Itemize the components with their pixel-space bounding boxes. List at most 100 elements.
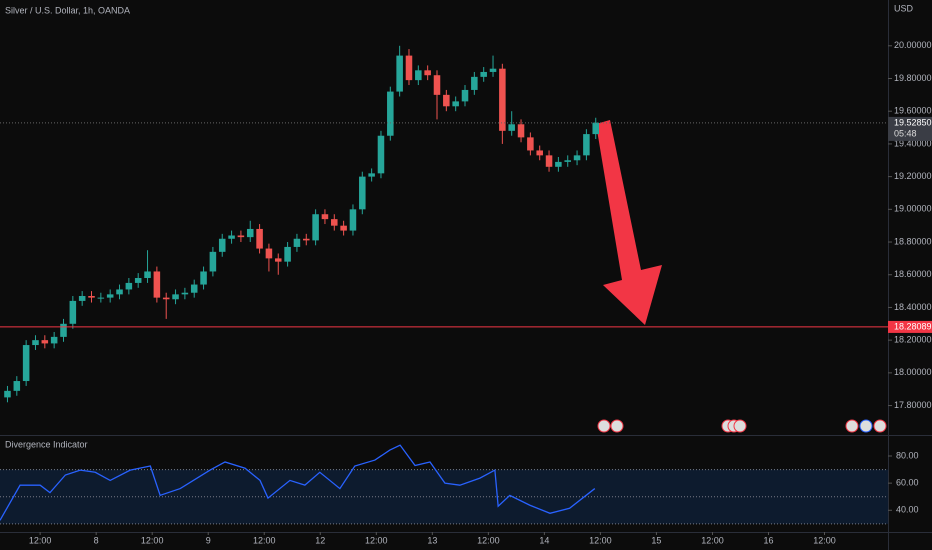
candle-body xyxy=(517,124,525,138)
y-tick-label: 20.00000 xyxy=(894,40,932,50)
candle-body xyxy=(396,55,403,92)
y-tick-label: 19.00000 xyxy=(894,204,932,214)
event-icons xyxy=(597,419,887,433)
x-tick-label: 13 xyxy=(427,535,437,545)
candle-body xyxy=(349,209,357,231)
candle-body xyxy=(116,289,123,295)
x-tick-label: 12:00 xyxy=(29,535,52,545)
candle-body xyxy=(22,345,30,382)
x-tick-label: 12:00 xyxy=(701,535,724,545)
x-tick-label: 12:00 xyxy=(141,535,164,545)
candle-body xyxy=(480,71,487,77)
x-tick-label: 12:00 xyxy=(365,535,388,545)
candle-body xyxy=(181,292,189,295)
y-tick-label: 19.60000 xyxy=(894,106,932,116)
y-tick-label: 60.00 xyxy=(896,478,919,488)
x-tick-label: 12:00 xyxy=(253,535,276,545)
countdown-label: 05:48 xyxy=(894,128,917,138)
candle-body xyxy=(134,278,142,283)
candle-body xyxy=(303,238,310,241)
candle-body xyxy=(13,381,21,391)
candle-body xyxy=(321,214,329,220)
candle-body xyxy=(508,124,515,131)
candle-body xyxy=(387,91,394,136)
y-tick-label: 18.20000 xyxy=(894,335,932,345)
candle-body xyxy=(153,271,161,298)
indicator-title: Divergence Indicator xyxy=(5,439,88,449)
candle-body xyxy=(527,137,534,151)
candle-body xyxy=(293,238,301,247)
candle-body xyxy=(536,150,543,156)
candle-body xyxy=(433,75,441,95)
chart-title: Silver / U.S. Dollar, 1h, OANDA xyxy=(5,5,130,15)
y-tick-label: 80.00 xyxy=(896,450,919,460)
candle-body xyxy=(377,135,385,174)
candle-body xyxy=(228,235,235,239)
y-tick-label: 18.00000 xyxy=(894,367,932,377)
candle-body xyxy=(78,295,86,301)
candle-body xyxy=(106,294,114,298)
y-tick-label: 19.80000 xyxy=(894,73,932,83)
level-label-bg xyxy=(888,320,932,333)
candle-body xyxy=(256,228,263,249)
candle-body xyxy=(274,258,282,262)
x-tick-label: 8 xyxy=(94,535,99,545)
candle-body xyxy=(415,70,422,81)
candle-body xyxy=(190,284,198,293)
candle-body xyxy=(32,340,39,346)
candle-body xyxy=(359,176,366,210)
candle-body xyxy=(368,173,375,177)
candle-body xyxy=(209,251,217,272)
candle-body xyxy=(200,271,207,285)
candle-body xyxy=(218,238,226,252)
event-icon[interactable] xyxy=(845,419,859,433)
event-icon[interactable] xyxy=(733,419,747,433)
candle-body xyxy=(340,225,347,231)
last-price-bg xyxy=(888,116,932,141)
arrow-annotation xyxy=(596,120,662,325)
candle-body xyxy=(405,55,413,81)
candle-body xyxy=(583,134,590,156)
candle-body xyxy=(172,294,179,300)
currency: USD xyxy=(894,3,914,13)
y-tick-label: 18.40000 xyxy=(894,302,932,312)
candle-body xyxy=(41,340,49,344)
y-tick-label: 18.60000 xyxy=(894,269,932,279)
level-label: 18.28089 xyxy=(894,321,932,331)
candle-body xyxy=(555,161,562,167)
event-icon[interactable] xyxy=(610,419,624,433)
candle-body xyxy=(144,271,151,279)
candle-body xyxy=(237,235,245,238)
x-tick-label: 14 xyxy=(539,535,549,545)
indicator-line xyxy=(0,444,596,521)
candle-body xyxy=(69,300,77,324)
candle-body xyxy=(499,68,506,131)
x-tick-label: 12:00 xyxy=(477,535,500,545)
x-tick-label: 12:00 xyxy=(589,535,612,545)
candle-body xyxy=(284,246,291,262)
candle-body xyxy=(443,94,450,107)
x-tick-label: 16 xyxy=(763,535,773,545)
y-tick-label: 17.80000 xyxy=(894,400,932,410)
candle-body xyxy=(564,160,571,162)
candle-body xyxy=(489,68,497,72)
candle-body xyxy=(246,228,254,238)
candle-body xyxy=(331,219,338,226)
x-tick-label: 9 xyxy=(206,535,211,545)
candle-body xyxy=(573,155,581,161)
candle-body xyxy=(125,282,133,290)
candle-body xyxy=(592,122,600,135)
candle-body xyxy=(265,248,273,259)
y-tick-label: 19.40000 xyxy=(894,138,932,148)
candle-body xyxy=(97,297,105,299)
event-icon[interactable] xyxy=(859,419,873,433)
x-tick-label: 12:00 xyxy=(813,535,836,545)
last-price-label: 19.52850 xyxy=(894,117,932,127)
candle-body xyxy=(471,76,478,90)
event-icon[interactable] xyxy=(597,419,611,433)
y-tick-label: 40.00 xyxy=(896,505,919,515)
x-tick-label: 12 xyxy=(315,535,325,545)
candle-body xyxy=(461,89,469,102)
event-icon[interactable] xyxy=(873,419,887,433)
